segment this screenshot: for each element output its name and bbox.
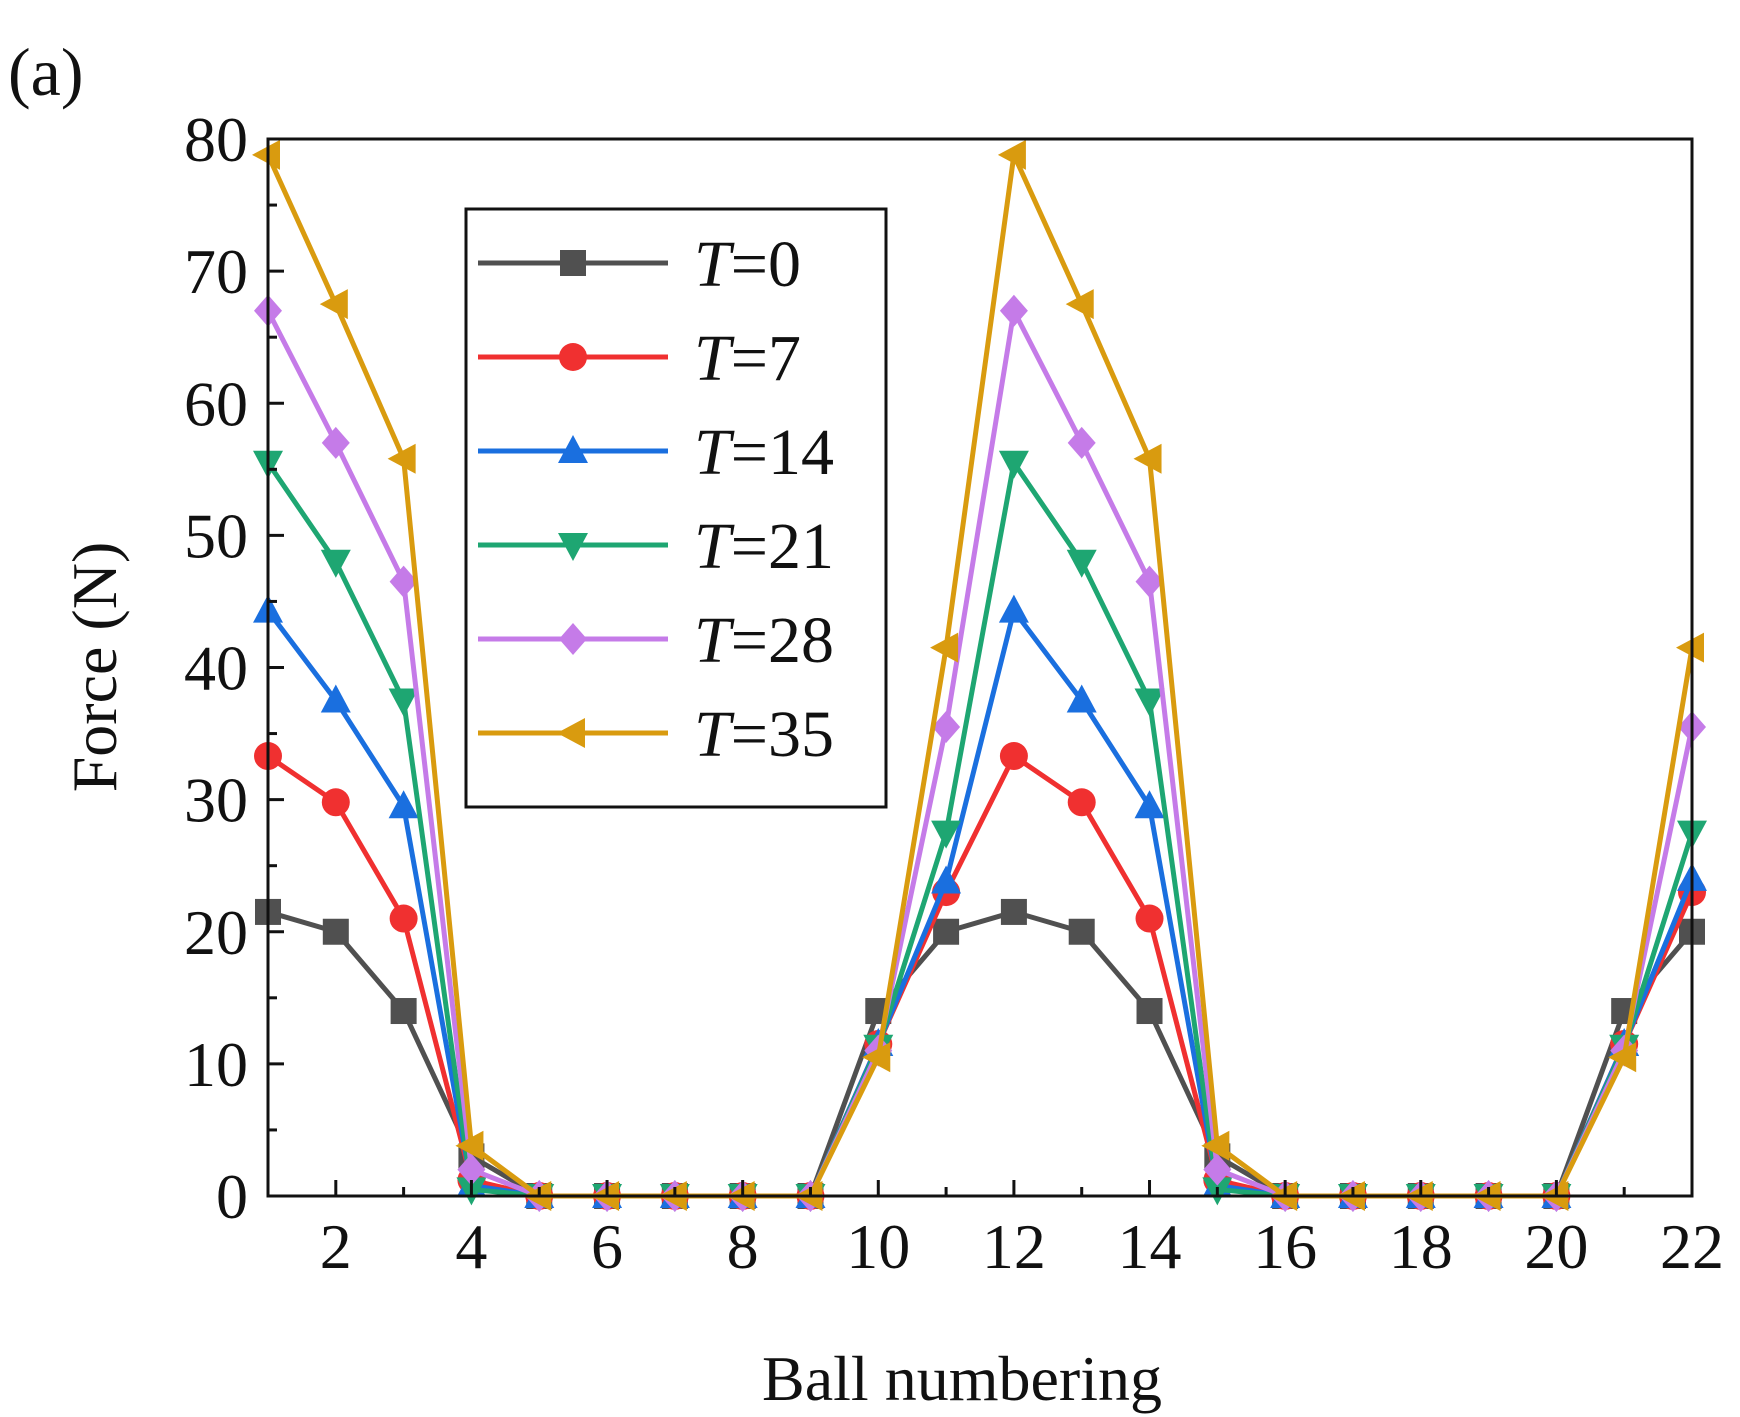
data-point	[1676, 632, 1704, 663]
legend: T=0 T=7 T=14 T=21 T=28 T=35	[464, 207, 888, 809]
data-point	[1134, 790, 1165, 819]
y-axis: 0 10 20 30 40 50 60 70 80	[184, 104, 284, 1232]
data-point	[1066, 549, 1097, 578]
data-point	[1608, 1042, 1637, 1073]
data-point	[321, 426, 350, 459]
data-point	[932, 710, 961, 743]
legend-item: T=0	[478, 228, 801, 301]
data-point	[1000, 898, 1027, 925]
data-point	[388, 790, 419, 819]
x-axis: 2 4 6 8 10 12 14 16 18 20 22	[266, 1180, 1724, 1282]
y-tick-label: 80	[184, 104, 248, 175]
x-tick-label: 20	[1524, 1211, 1588, 1282]
x-tick-label: 16	[1253, 1211, 1317, 1282]
data-point	[1134, 688, 1165, 717]
y-tick-label: 70	[184, 236, 248, 307]
data-point	[1065, 289, 1094, 320]
data-point	[320, 549, 351, 578]
legend-item: T=35	[478, 698, 834, 771]
x-tick-label: 22	[1660, 1211, 1724, 1282]
panel-label: (a)	[8, 34, 83, 110]
legend-label: T=0	[694, 228, 801, 301]
x-tick-label: 2	[320, 1211, 352, 1282]
data-point	[321, 788, 350, 817]
data-point	[998, 450, 1029, 479]
data-point	[1203, 1153, 1232, 1186]
data-point	[1067, 788, 1096, 817]
legend-item: T=28	[478, 604, 834, 677]
legend-marker	[559, 343, 587, 371]
x-tick-label: 18	[1389, 1211, 1453, 1282]
series-line	[266, 753, 1695, 1199]
legend-label: T=7	[694, 322, 801, 395]
y-axis-label: Force (N)	[59, 542, 130, 793]
legend-marker	[559, 623, 587, 655]
data-point	[319, 289, 348, 320]
data-point	[322, 918, 349, 945]
data-point	[1135, 565, 1164, 598]
legend-item: T=21	[478, 510, 834, 583]
data-point	[931, 865, 962, 894]
data-point	[1133, 443, 1162, 474]
data-point	[997, 139, 1026, 170]
x-tick-label: 14	[1118, 1211, 1182, 1282]
data-point	[933, 918, 960, 945]
data-point	[387, 443, 416, 474]
y-tick-label: 20	[184, 897, 248, 968]
data-point	[1201, 1130, 1230, 1161]
data-point	[389, 904, 418, 933]
y-tick-label: 30	[184, 765, 248, 836]
data-point	[1135, 904, 1164, 933]
data-point	[1067, 426, 1096, 459]
legend-marker	[557, 718, 585, 748]
data-point	[862, 1042, 891, 1073]
data-point	[388, 688, 419, 717]
legend-marker	[560, 250, 586, 276]
x-tick-label: 12	[982, 1211, 1046, 1282]
data-point	[1068, 918, 1095, 945]
legend-marker	[558, 533, 588, 561]
legend-box	[464, 207, 888, 809]
y-tick-label: 50	[184, 500, 248, 571]
data-point	[252, 139, 280, 170]
data-point	[390, 998, 417, 1025]
legend-label: T=35	[694, 698, 834, 771]
y-tick-label: 10	[184, 1029, 248, 1100]
data-point	[998, 594, 1029, 623]
data-point	[999, 294, 1028, 327]
data-point	[389, 565, 418, 598]
data-point	[931, 820, 962, 849]
y-tick-label: 40	[184, 633, 248, 704]
x-tick-label: 8	[727, 1211, 759, 1282]
legend-label: T=28	[694, 604, 834, 677]
data-point	[455, 1130, 484, 1161]
data-point	[320, 684, 351, 713]
data-point	[1136, 998, 1163, 1025]
x-tick-label: 4	[455, 1211, 487, 1282]
data-point	[1066, 684, 1097, 713]
data-point	[930, 632, 959, 663]
y-tick-label: 60	[184, 368, 248, 439]
legend-marker	[558, 435, 588, 463]
x-axis-label: Ball numbering	[762, 1343, 1162, 1414]
x-tick-label: 6	[591, 1211, 623, 1282]
y-tick-label: 0	[216, 1161, 248, 1232]
legend-label: T=14	[694, 416, 834, 489]
legend-item: T=14	[478, 416, 834, 489]
x-tick-label: 10	[846, 1211, 910, 1282]
data-point	[999, 742, 1028, 771]
legend-item: T=7	[478, 322, 801, 395]
legend-label: T=21	[694, 510, 834, 583]
data-point	[457, 1153, 486, 1186]
